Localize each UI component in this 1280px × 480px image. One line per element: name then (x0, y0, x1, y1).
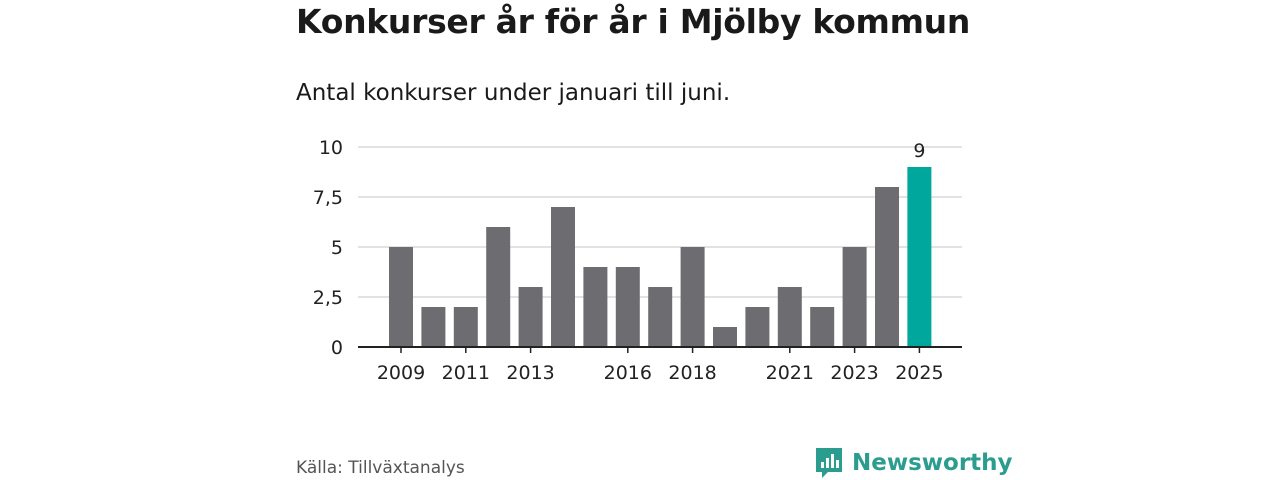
bar-2016 (615, 267, 640, 347)
bar-2019 (713, 327, 737, 347)
newsworthy-logo-text: Newsworthy (852, 450, 1013, 476)
bar-2023 (842, 247, 867, 347)
bar-2024 (875, 187, 899, 347)
bar-2025 (907, 167, 932, 347)
y-tick-label: 0 (331, 337, 343, 359)
bar-2010 (421, 307, 446, 347)
x-tick-label: 2009 (377, 362, 425, 384)
x-tick-label: 2025 (895, 362, 943, 384)
x-tick-label: 2021 (766, 362, 814, 384)
bar-2017 (648, 287, 673, 347)
newsworthy-logo-icon (816, 448, 842, 478)
bar-2020 (745, 307, 770, 347)
x-tick-label: 2023 (830, 362, 878, 384)
bar-2021 (777, 287, 802, 347)
y-tick-label: 2,5 (313, 287, 343, 309)
bar-2018 (680, 247, 705, 347)
chart-subtitle: Antal konkurser under januari till juni. (296, 80, 731, 106)
x-tick-label: 2013 (506, 362, 554, 384)
x-tick-label: 2016 (604, 362, 652, 384)
bar-2013 (518, 287, 543, 347)
bar-2022 (810, 307, 835, 347)
data-label: 9 (913, 140, 925, 162)
bar-2009 (389, 247, 413, 347)
chart-title: Konkurser år för år i Mjölby kommun (296, 2, 971, 41)
y-tick-label: 10 (319, 137, 343, 159)
y-tick-label: 7,5 (313, 187, 343, 209)
bar-2015 (583, 267, 608, 347)
bar-chart: 0 2,5 5 7,5 10 2009 2011 2013 2016 2018 2021 2023 20… (313, 137, 962, 384)
x-tick-label: 2018 (668, 362, 716, 384)
x-tick-label: 2011 (442, 362, 490, 384)
source-note: Källa: Tillväxtanalys (296, 458, 465, 478)
newsworthy-logo: Newsworthy (814, 446, 1013, 480)
bar-2014 (551, 207, 575, 347)
y-tick-label: 5 (331, 237, 343, 259)
bar-2012 (486, 227, 511, 347)
bar-2011 (453, 307, 478, 347)
